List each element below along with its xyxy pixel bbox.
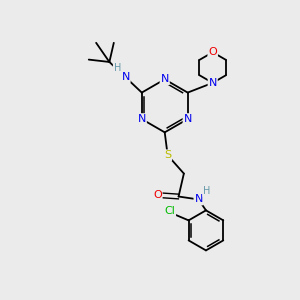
Text: H: H — [114, 63, 121, 74]
Text: H: H — [203, 186, 211, 196]
Text: Cl: Cl — [164, 206, 175, 216]
Text: N: N — [138, 114, 146, 124]
Text: N: N — [184, 114, 192, 124]
Text: S: S — [164, 150, 171, 160]
Text: N: N — [194, 194, 203, 205]
Text: O: O — [208, 47, 217, 57]
Text: N: N — [160, 74, 169, 84]
Text: O: O — [153, 190, 162, 200]
Text: N: N — [122, 72, 130, 82]
Text: N: N — [208, 78, 217, 88]
